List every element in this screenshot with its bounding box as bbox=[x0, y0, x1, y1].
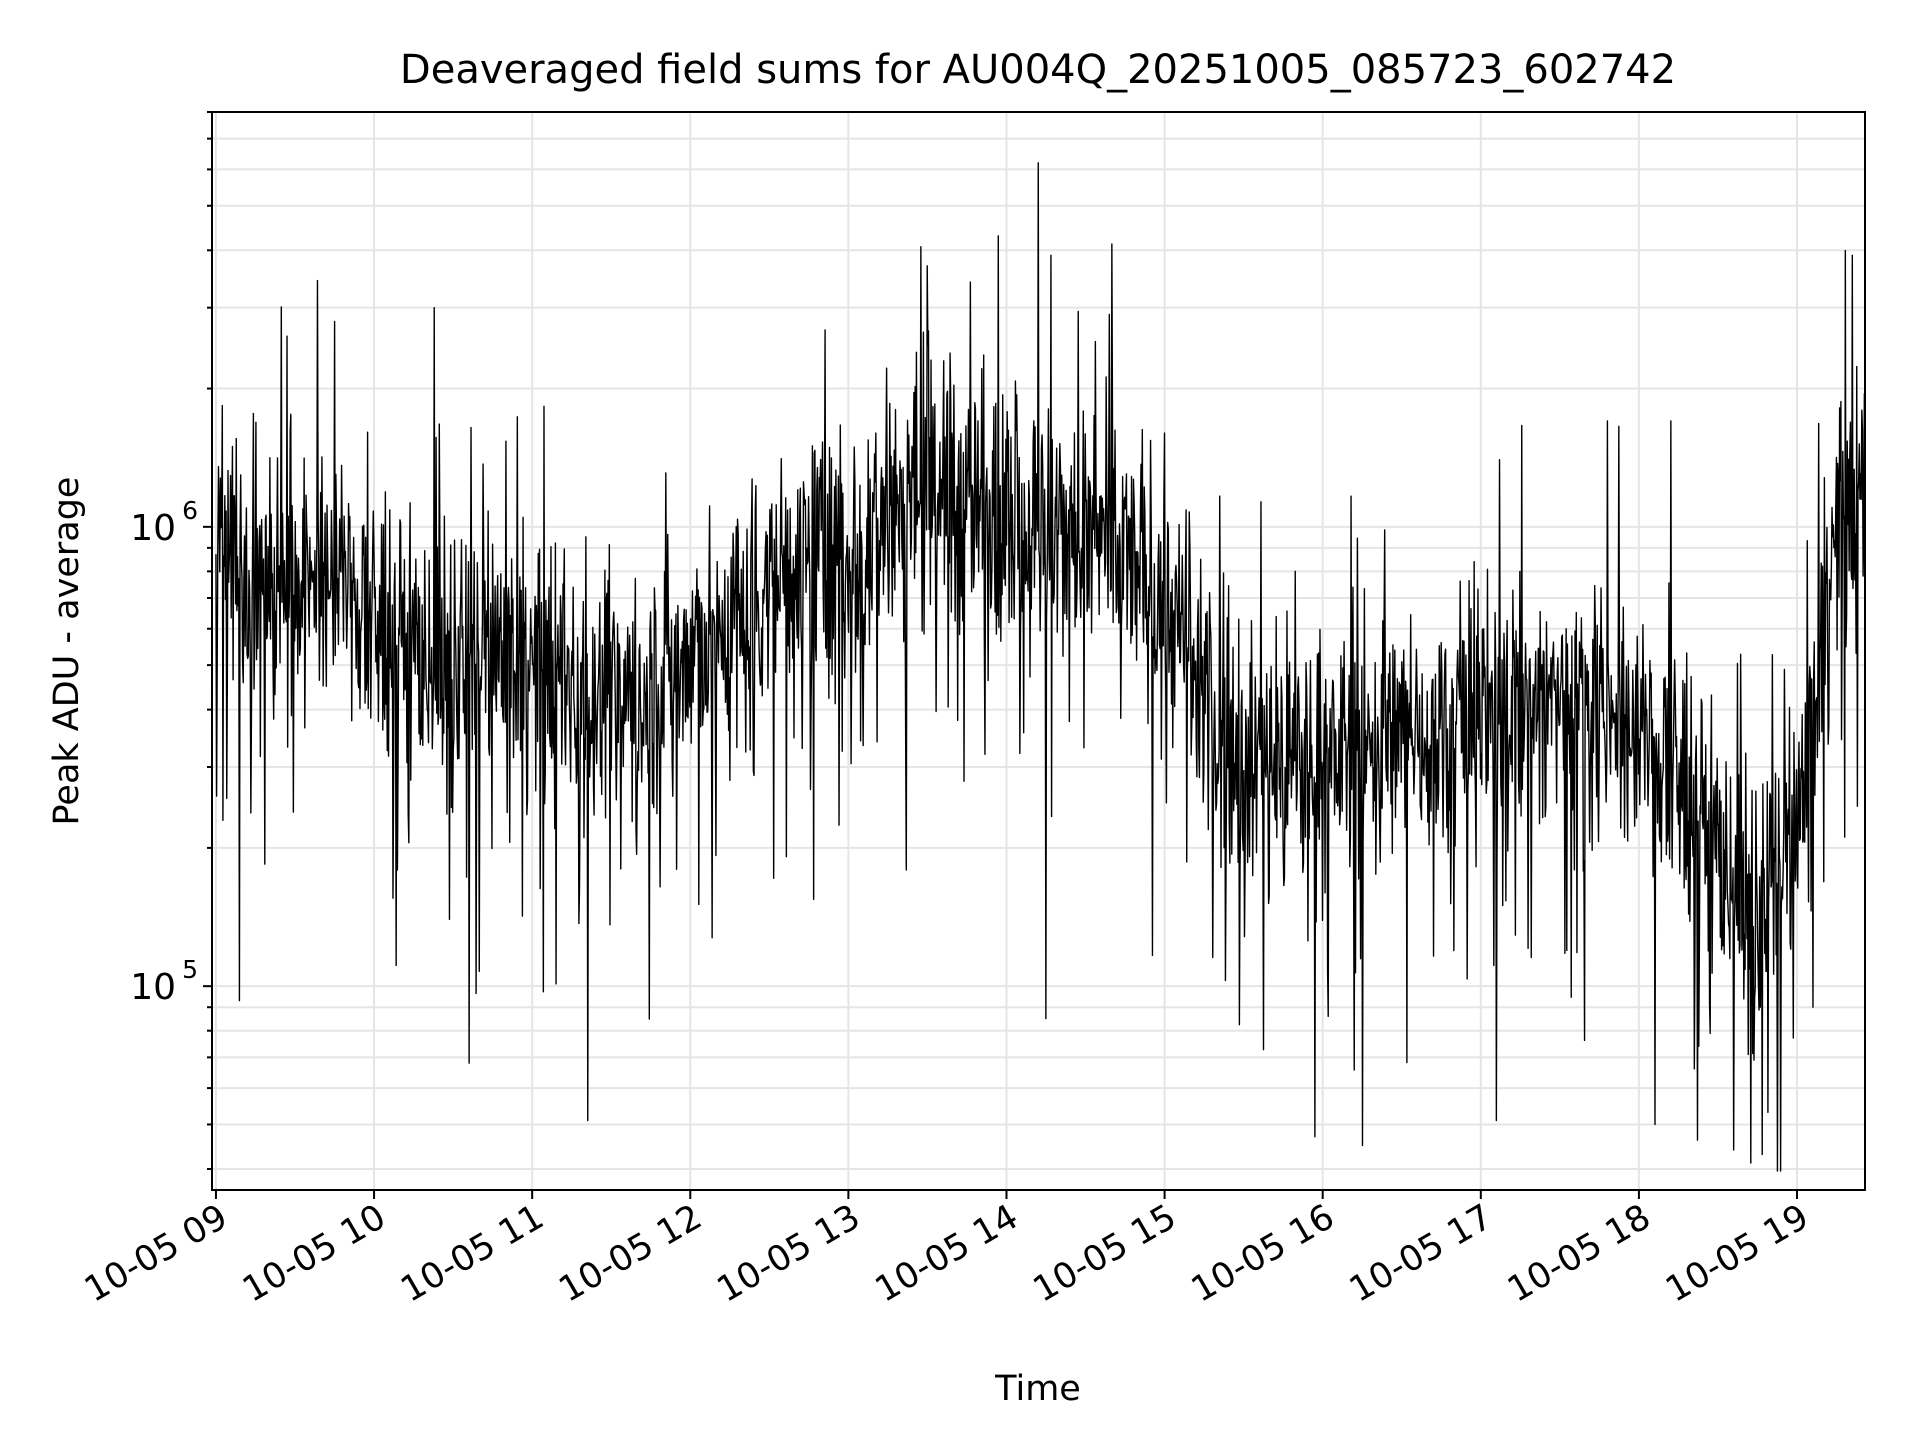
chart-title: Deaveraged field sums for AU004Q_2025100… bbox=[400, 47, 1676, 93]
y-tick-exponent: 6 bbox=[182, 496, 198, 525]
data-series bbox=[215, 162, 1866, 1172]
y-tick-label: 10 bbox=[130, 967, 176, 1008]
x-axis-label: Time bbox=[994, 1369, 1081, 1409]
plot-frame bbox=[211, 111, 1866, 1191]
series-line bbox=[215, 162, 1866, 1172]
y-tick-exponent: 5 bbox=[182, 955, 198, 984]
y-axis-label: Peak ADU - average bbox=[47, 477, 87, 826]
y-tick-label: 10 bbox=[130, 508, 176, 549]
